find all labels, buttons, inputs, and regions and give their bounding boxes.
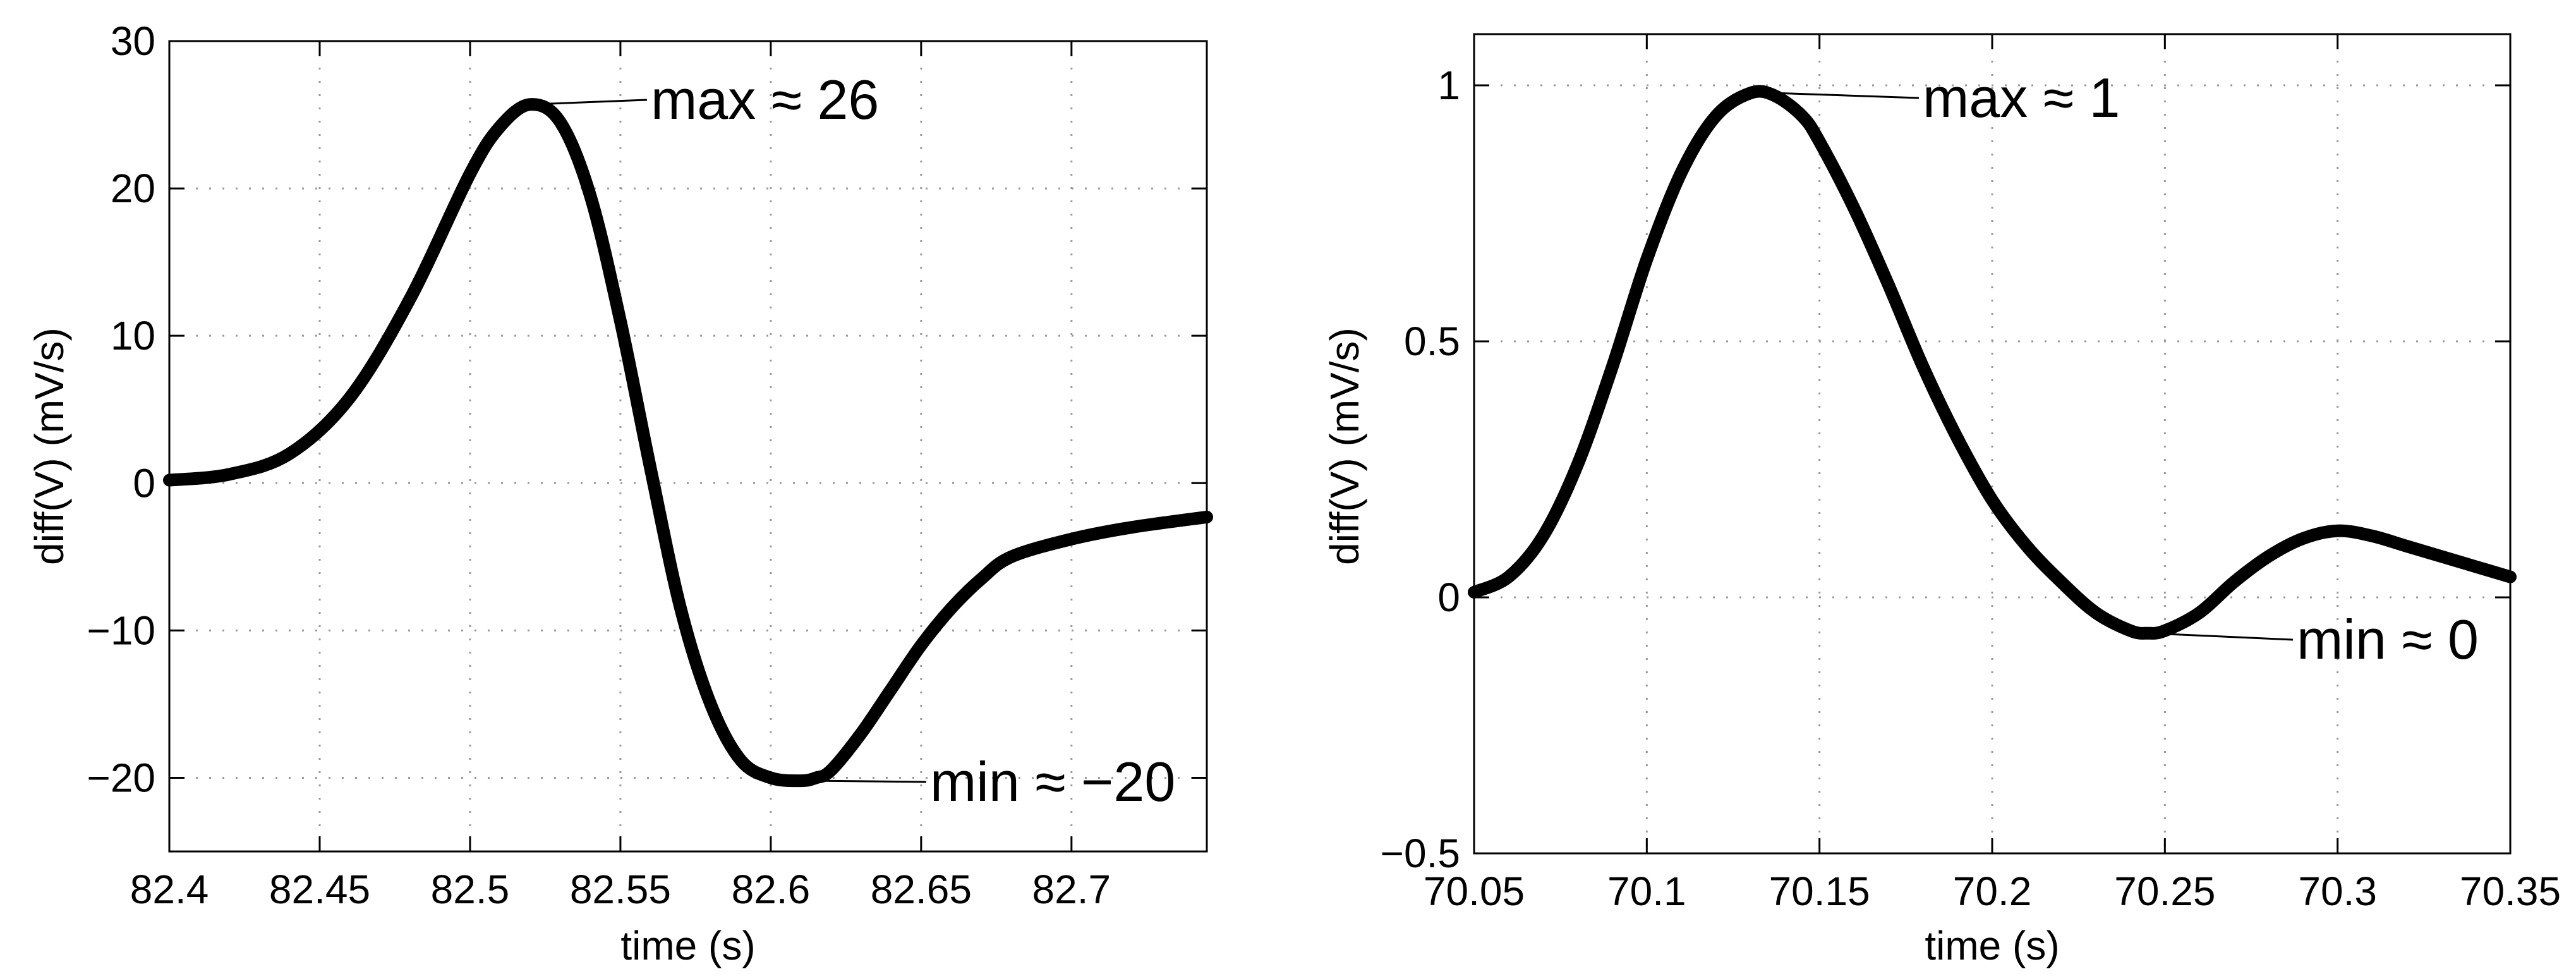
left-ytick-label: 20 [111,166,155,211]
right-ytick-label: −0.5 [1381,831,1460,876]
left-annotation-leader [816,779,927,783]
right-xtick-label: 70.15 [1769,869,1870,914]
left-ylabel: diff(V) (mV/s) [27,327,72,565]
left-chart: 82.4 82.45 82.5 82.55 82.6 82.65 82.7 −20 −10 0 10… [27,18,1213,968]
left-xtick-label: 82.45 [269,867,370,912]
left-ytick-label: −20 [87,755,155,800]
left-max-annotation: max ≈ 26 [651,68,879,131]
right-grid [1474,34,2510,853]
right-xtick-label: 70.3 [2298,869,2377,914]
left-xtick-label: 82.7 [1032,867,1111,912]
left-xlabel: time (s) [620,923,755,968]
left-grid [169,41,1207,851]
right-xtick-label: 70.25 [2114,869,2215,914]
left-annotations: max ≈ 26 min ≈ −20 [530,68,1175,813]
right-plot-frame [1473,33,2512,855]
left-ytick-label: 10 [111,313,155,358]
right-xtick-label: 70.2 [1953,869,2032,914]
right-xtick-label: 70.05 [1424,869,1525,914]
right-curve [1468,85,2517,640]
left-xtick-label: 82.65 [871,867,972,912]
left-ticks: 82.4 82.45 82.5 82.55 82.6 82.65 82.7 −20 −10 0 10… [87,18,1207,912]
right-ylabel: diff(V) (mV/s) [1322,327,1367,565]
left-curve [163,98,1213,788]
right-ticks: 70.05 70.1 70.15 70.2 70.25 70.3 70.35 −0.5 0 0.5… [1381,34,2561,914]
right-ytick-label: 0 [1437,575,1460,620]
right-annotations: max ≈ 1 min ≈ 0 [1774,66,2479,671]
left-plot-frame [168,40,1208,853]
right-ytick-label: 1 [1437,63,1460,108]
right-max-annotation: max ≈ 1 [1923,66,2120,129]
right-ytick-label: 0.5 [1404,319,1460,364]
right-xlabel: time (s) [1925,923,2059,968]
right-min-annotation: min ≈ 0 [2297,608,2479,671]
left-xtick-label: 82.55 [570,867,671,912]
left-ytick-label: −10 [87,607,155,653]
right-annotation-leader [1774,92,1920,99]
right-xtick-label: 70.35 [2460,869,2561,914]
left-min-annotation: min ≈ −20 [930,750,1175,813]
left-annotation-leader [530,99,648,106]
left-ytick-label: 30 [111,18,155,64]
left-ytick-label: 0 [133,460,155,506]
right-chart: 70.05 70.1 70.15 70.2 70.25 70.3 70.35 −0.5 0 0.5… [1322,33,2561,968]
left-xtick-label: 82.6 [732,867,811,912]
left-xtick-label: 82.5 [431,867,510,912]
right-xtick-label: 70.1 [1607,869,1686,914]
left-xtick-label: 82.4 [130,867,209,912]
right-annotation-leader [2147,632,2294,641]
